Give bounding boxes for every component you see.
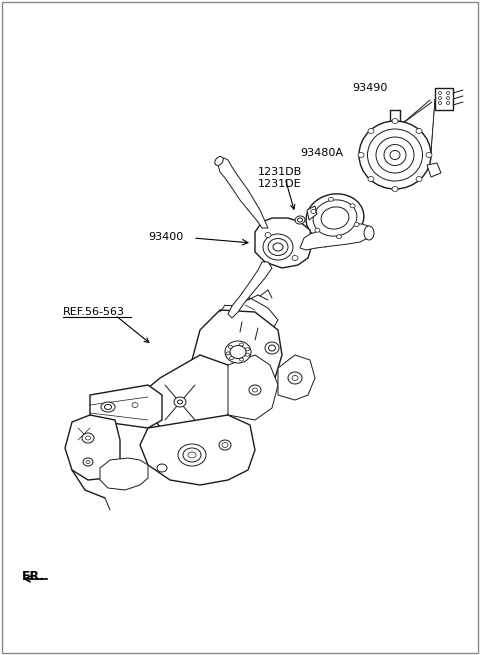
- Text: FR.: FR.: [22, 571, 45, 584]
- Ellipse shape: [350, 204, 355, 208]
- Text: 93480A: 93480A: [300, 148, 343, 158]
- Ellipse shape: [390, 151, 400, 160]
- Ellipse shape: [101, 402, 115, 412]
- Ellipse shape: [183, 448, 201, 462]
- Ellipse shape: [288, 372, 302, 384]
- Ellipse shape: [229, 356, 234, 360]
- Ellipse shape: [252, 388, 257, 392]
- Ellipse shape: [368, 129, 422, 181]
- Ellipse shape: [230, 345, 246, 358]
- Polygon shape: [232, 298, 278, 340]
- Ellipse shape: [174, 397, 186, 407]
- Polygon shape: [192, 310, 282, 392]
- Ellipse shape: [336, 234, 341, 238]
- Text: 1231DB: 1231DB: [258, 167, 302, 177]
- Ellipse shape: [392, 119, 398, 124]
- Polygon shape: [307, 206, 317, 220]
- Ellipse shape: [263, 234, 293, 260]
- Ellipse shape: [215, 157, 223, 166]
- Polygon shape: [140, 415, 255, 485]
- Ellipse shape: [446, 96, 449, 100]
- Ellipse shape: [132, 403, 138, 407]
- Ellipse shape: [245, 353, 250, 356]
- Ellipse shape: [359, 121, 431, 189]
- Ellipse shape: [222, 443, 228, 447]
- Ellipse shape: [178, 444, 206, 466]
- Polygon shape: [148, 355, 235, 438]
- Polygon shape: [228, 262, 272, 318]
- Ellipse shape: [306, 194, 364, 242]
- Ellipse shape: [416, 177, 422, 181]
- Polygon shape: [427, 163, 441, 177]
- Text: REF.56-563: REF.56-563: [63, 307, 125, 317]
- Ellipse shape: [439, 92, 442, 94]
- Ellipse shape: [157, 464, 167, 472]
- Ellipse shape: [178, 400, 182, 404]
- Ellipse shape: [311, 210, 316, 214]
- Ellipse shape: [446, 92, 449, 94]
- Ellipse shape: [439, 96, 442, 100]
- Polygon shape: [90, 385, 162, 428]
- Ellipse shape: [249, 385, 261, 395]
- Ellipse shape: [328, 197, 334, 201]
- Ellipse shape: [384, 145, 406, 166]
- Ellipse shape: [368, 177, 374, 181]
- Ellipse shape: [86, 460, 90, 464]
- Ellipse shape: [354, 223, 359, 227]
- Ellipse shape: [85, 436, 91, 440]
- Ellipse shape: [368, 128, 374, 134]
- Polygon shape: [65, 415, 120, 480]
- Ellipse shape: [228, 345, 232, 348]
- Ellipse shape: [426, 153, 432, 157]
- Ellipse shape: [416, 128, 422, 134]
- Text: 93490: 93490: [352, 83, 387, 93]
- Ellipse shape: [225, 341, 251, 363]
- Polygon shape: [278, 355, 315, 400]
- Ellipse shape: [358, 153, 364, 157]
- Ellipse shape: [315, 228, 320, 233]
- Ellipse shape: [292, 375, 298, 381]
- Polygon shape: [255, 218, 312, 268]
- Ellipse shape: [376, 137, 414, 173]
- Ellipse shape: [82, 433, 94, 443]
- Ellipse shape: [240, 358, 243, 361]
- Text: 1231DE: 1231DE: [258, 179, 301, 189]
- Ellipse shape: [240, 343, 243, 346]
- Ellipse shape: [265, 342, 279, 354]
- Text: 93400: 93400: [148, 232, 183, 242]
- Ellipse shape: [105, 405, 111, 409]
- Ellipse shape: [245, 348, 250, 351]
- Ellipse shape: [439, 102, 442, 105]
- Ellipse shape: [292, 255, 298, 261]
- Ellipse shape: [188, 452, 196, 458]
- Ellipse shape: [298, 218, 302, 222]
- Ellipse shape: [268, 238, 288, 255]
- Ellipse shape: [273, 243, 283, 251]
- Ellipse shape: [321, 207, 349, 229]
- Ellipse shape: [268, 345, 276, 351]
- Polygon shape: [300, 224, 370, 250]
- Ellipse shape: [364, 226, 374, 240]
- Polygon shape: [435, 88, 453, 110]
- Ellipse shape: [265, 233, 271, 238]
- Polygon shape: [100, 458, 148, 490]
- Ellipse shape: [446, 102, 449, 105]
- Ellipse shape: [83, 458, 93, 466]
- Ellipse shape: [226, 352, 230, 355]
- Ellipse shape: [392, 187, 398, 191]
- Polygon shape: [228, 355, 278, 420]
- Ellipse shape: [219, 440, 231, 450]
- Ellipse shape: [295, 216, 305, 224]
- Ellipse shape: [313, 200, 357, 236]
- Polygon shape: [218, 158, 268, 228]
